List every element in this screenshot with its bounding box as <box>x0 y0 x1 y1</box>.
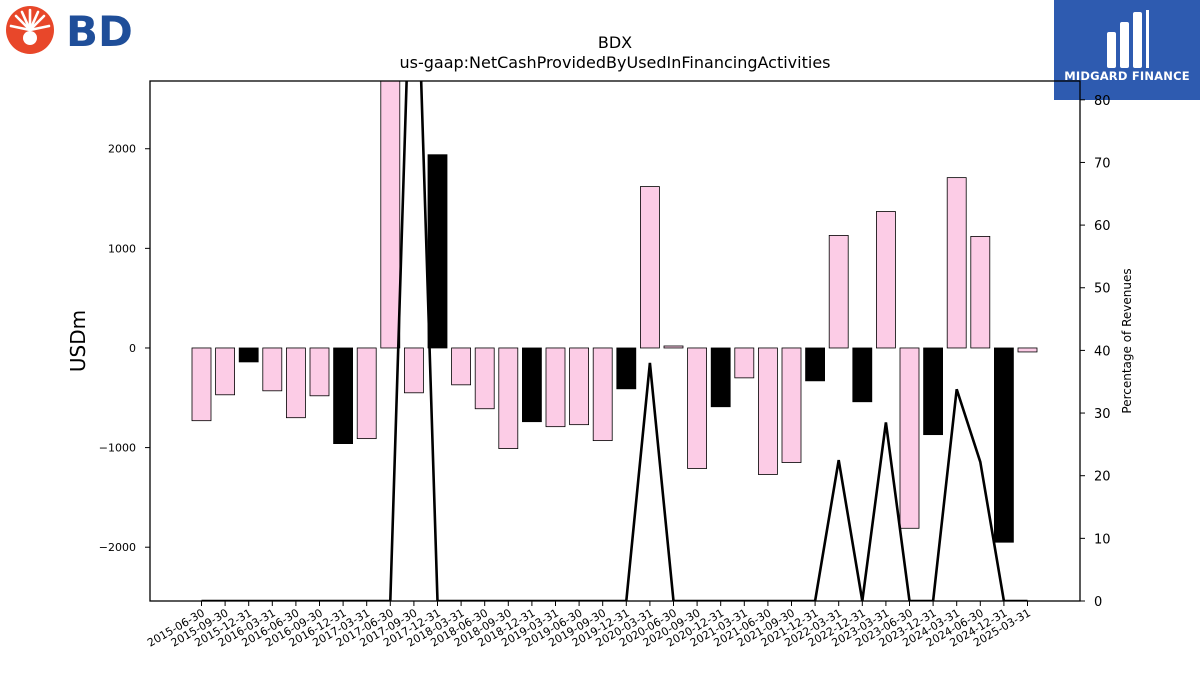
y-axis-left: −2000 −1000 0 1000 2000 <box>99 143 150 554</box>
bar-2024-03-31 <box>946 177 967 349</box>
y-tick-label: −1000 <box>99 442 136 455</box>
y-axis-label: USDm <box>66 310 90 372</box>
bar-2016-12-31 <box>333 347 354 444</box>
bar-2017-03-31 <box>356 347 377 440</box>
percentage-of-revenues-line <box>201 81 1028 601</box>
y2-tick-label: 20 <box>1094 470 1111 485</box>
y-axis-right: 0 10 20 30 40 50 60 70 80 <box>1080 94 1111 610</box>
bar-2017-06-30 <box>380 81 401 349</box>
bar-2021-06-30 <box>758 347 778 475</box>
bar-2015-06-30 <box>191 347 212 422</box>
bar-2021-12-31 <box>805 347 825 382</box>
chart-title: BDX <box>598 33 632 52</box>
bar-2020-09-30 <box>687 347 707 469</box>
bar-2023-06-30 <box>899 347 920 529</box>
y-tick-label: −2000 <box>99 541 136 554</box>
y-tick-label: 0 <box>129 342 136 355</box>
x-axis: 2015-06-302015-09-302015-12-312016-03-31… <box>145 601 1033 650</box>
bar-2024-12-31 <box>994 347 1014 543</box>
bar-2017-12-31 <box>427 154 448 349</box>
bar-2020-12-31 <box>710 347 731 408</box>
bar-2025-03-31 <box>1017 347 1038 353</box>
bar-2019-06-30 <box>569 347 589 426</box>
y2-tick-label: 40 <box>1094 344 1111 359</box>
bar-2019-09-30 <box>592 347 613 442</box>
y2-tick-label: 50 <box>1094 282 1111 297</box>
bar-2018-03-31 <box>451 347 472 386</box>
midgard-finance-logo-text: MIDGARD FINANCE <box>1064 69 1190 83</box>
bar-2018-09-30 <box>498 347 519 449</box>
y2-tick-label: 70 <box>1094 156 1111 171</box>
bar-2015-12-31 <box>238 347 259 363</box>
bar-2018-06-30 <box>474 347 495 410</box>
bar-2023-03-31 <box>876 211 896 349</box>
bd-logo-text: BD <box>66 7 133 56</box>
y2-tick-label: 80 <box>1094 94 1111 109</box>
bar-2016-09-30 <box>309 347 330 397</box>
y2-tick-label: 60 <box>1094 219 1111 234</box>
bd-starburst-icon <box>6 6 54 54</box>
bar-2023-12-31 <box>923 347 943 436</box>
bar-2019-12-31 <box>616 347 637 390</box>
bar-group <box>191 81 1038 543</box>
y-tick-label: 2000 <box>108 143 136 156</box>
plot-frame <box>149 80 1081 602</box>
chart-subtitle: us-gaap:NetCashProvidedByUsedInFinancing… <box>399 53 830 72</box>
bar-2015-09-30 <box>215 347 236 396</box>
bar-2020-06-30 <box>663 345 684 349</box>
midgard-finance-logo: MIDGARD FINANCE <box>1054 0 1200 100</box>
y2-tick-label: 0 <box>1094 595 1102 610</box>
bar-2016-06-30 <box>285 347 306 419</box>
y2-axis-label: Percentage of Revenues <box>1120 268 1134 413</box>
midgard-mark-icon <box>1107 10 1149 68</box>
bar-2021-03-31 <box>734 347 755 379</box>
bar-2020-03-31 <box>640 186 660 349</box>
bar-2022-12-31 <box>852 347 873 403</box>
y2-tick-label: 10 <box>1094 532 1111 547</box>
bar-2018-12-31 <box>522 347 542 423</box>
bar-2021-09-30 <box>781 347 802 463</box>
bar-2022-03-31 <box>828 235 849 349</box>
bar-2016-03-31 <box>262 347 283 392</box>
bar-2019-03-31 <box>545 347 566 428</box>
line-layer <box>201 81 1028 601</box>
bd-logo: BD <box>6 6 133 56</box>
y-tick-label: 1000 <box>108 242 136 255</box>
bar-2017-09-30 <box>403 347 424 394</box>
bar-2024-06-30 <box>970 235 991 349</box>
y2-tick-label: 30 <box>1094 407 1111 422</box>
